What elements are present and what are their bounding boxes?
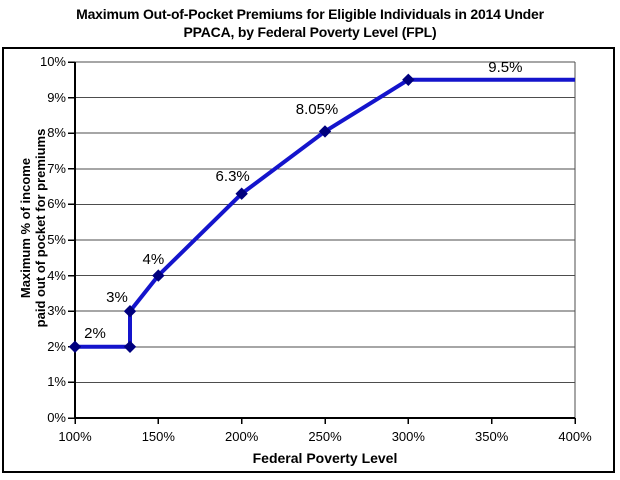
x-axis-tick-label: 100% — [58, 429, 92, 444]
data-point-marker — [318, 125, 332, 138]
data-label: 3% — [106, 289, 128, 307]
x-axis-title: Federal Poverty Level — [252, 450, 398, 466]
data-point-marker — [152, 269, 165, 282]
x-axis-tick-label: 350% — [475, 429, 509, 444]
y-axis-tick-label: 1% — [47, 374, 66, 390]
series-line — [75, 77, 575, 349]
chart-title-line-1: Maximum Out-of-Pocket Premiums for Eligi… — [76, 6, 544, 22]
chart-title: Maximum Out-of-Pocket Premiums for Eligi… — [0, 5, 620, 41]
x-axis-tick-label: 250% — [308, 429, 342, 444]
y-axis-tick-label: 6% — [47, 196, 66, 212]
data-label: 4% — [142, 250, 165, 268]
y-axis-tick-label: 4% — [47, 267, 66, 283]
data-point-marker — [402, 73, 415, 87]
data-label: 8.05% — [295, 101, 339, 119]
y-axis-tick-label: 9% — [47, 89, 66, 105]
data-point-marker — [235, 187, 248, 200]
chart-title-line-2: PPACA, by Federal Poverty Level (FPL) — [183, 24, 437, 40]
y-axis-tick-label: 0% — [47, 410, 66, 425]
y-axis-tick-label: 7% — [47, 160, 66, 176]
x-axis-tick-label: 150% — [141, 429, 175, 444]
x-axis-tick-label: 400% — [558, 429, 592, 444]
data-point-marker — [123, 304, 137, 318]
y-axis-tick-label: 8% — [47, 125, 66, 141]
data-label: 2% — [84, 324, 106, 342]
chart-frame-border — [2, 47, 615, 473]
y-axis-tick-label: 3% — [47, 303, 66, 319]
data-label: 6.3% — [215, 167, 250, 185]
y-axis-tick-label: 5% — [47, 232, 66, 247]
data-point-marker — [123, 340, 137, 354]
y-axis-title: Maximum % of income paid out of pocket f… — [18, 129, 48, 328]
y-axis-tick-label: 2% — [47, 338, 66, 354]
y-axis-title-line-1: Maximum % of income — [18, 157, 33, 299]
data-point-marker — [68, 340, 82, 354]
y-axis-title-line-2: paid out of pocket for premiums — [33, 128, 48, 328]
y-axis-tick-label: 10% — [39, 54, 66, 69]
x-axis-tick-label: 300% — [391, 429, 425, 444]
x-axis-tick-label: 200% — [225, 429, 259, 444]
data-label: 9.5% — [488, 58, 523, 76]
